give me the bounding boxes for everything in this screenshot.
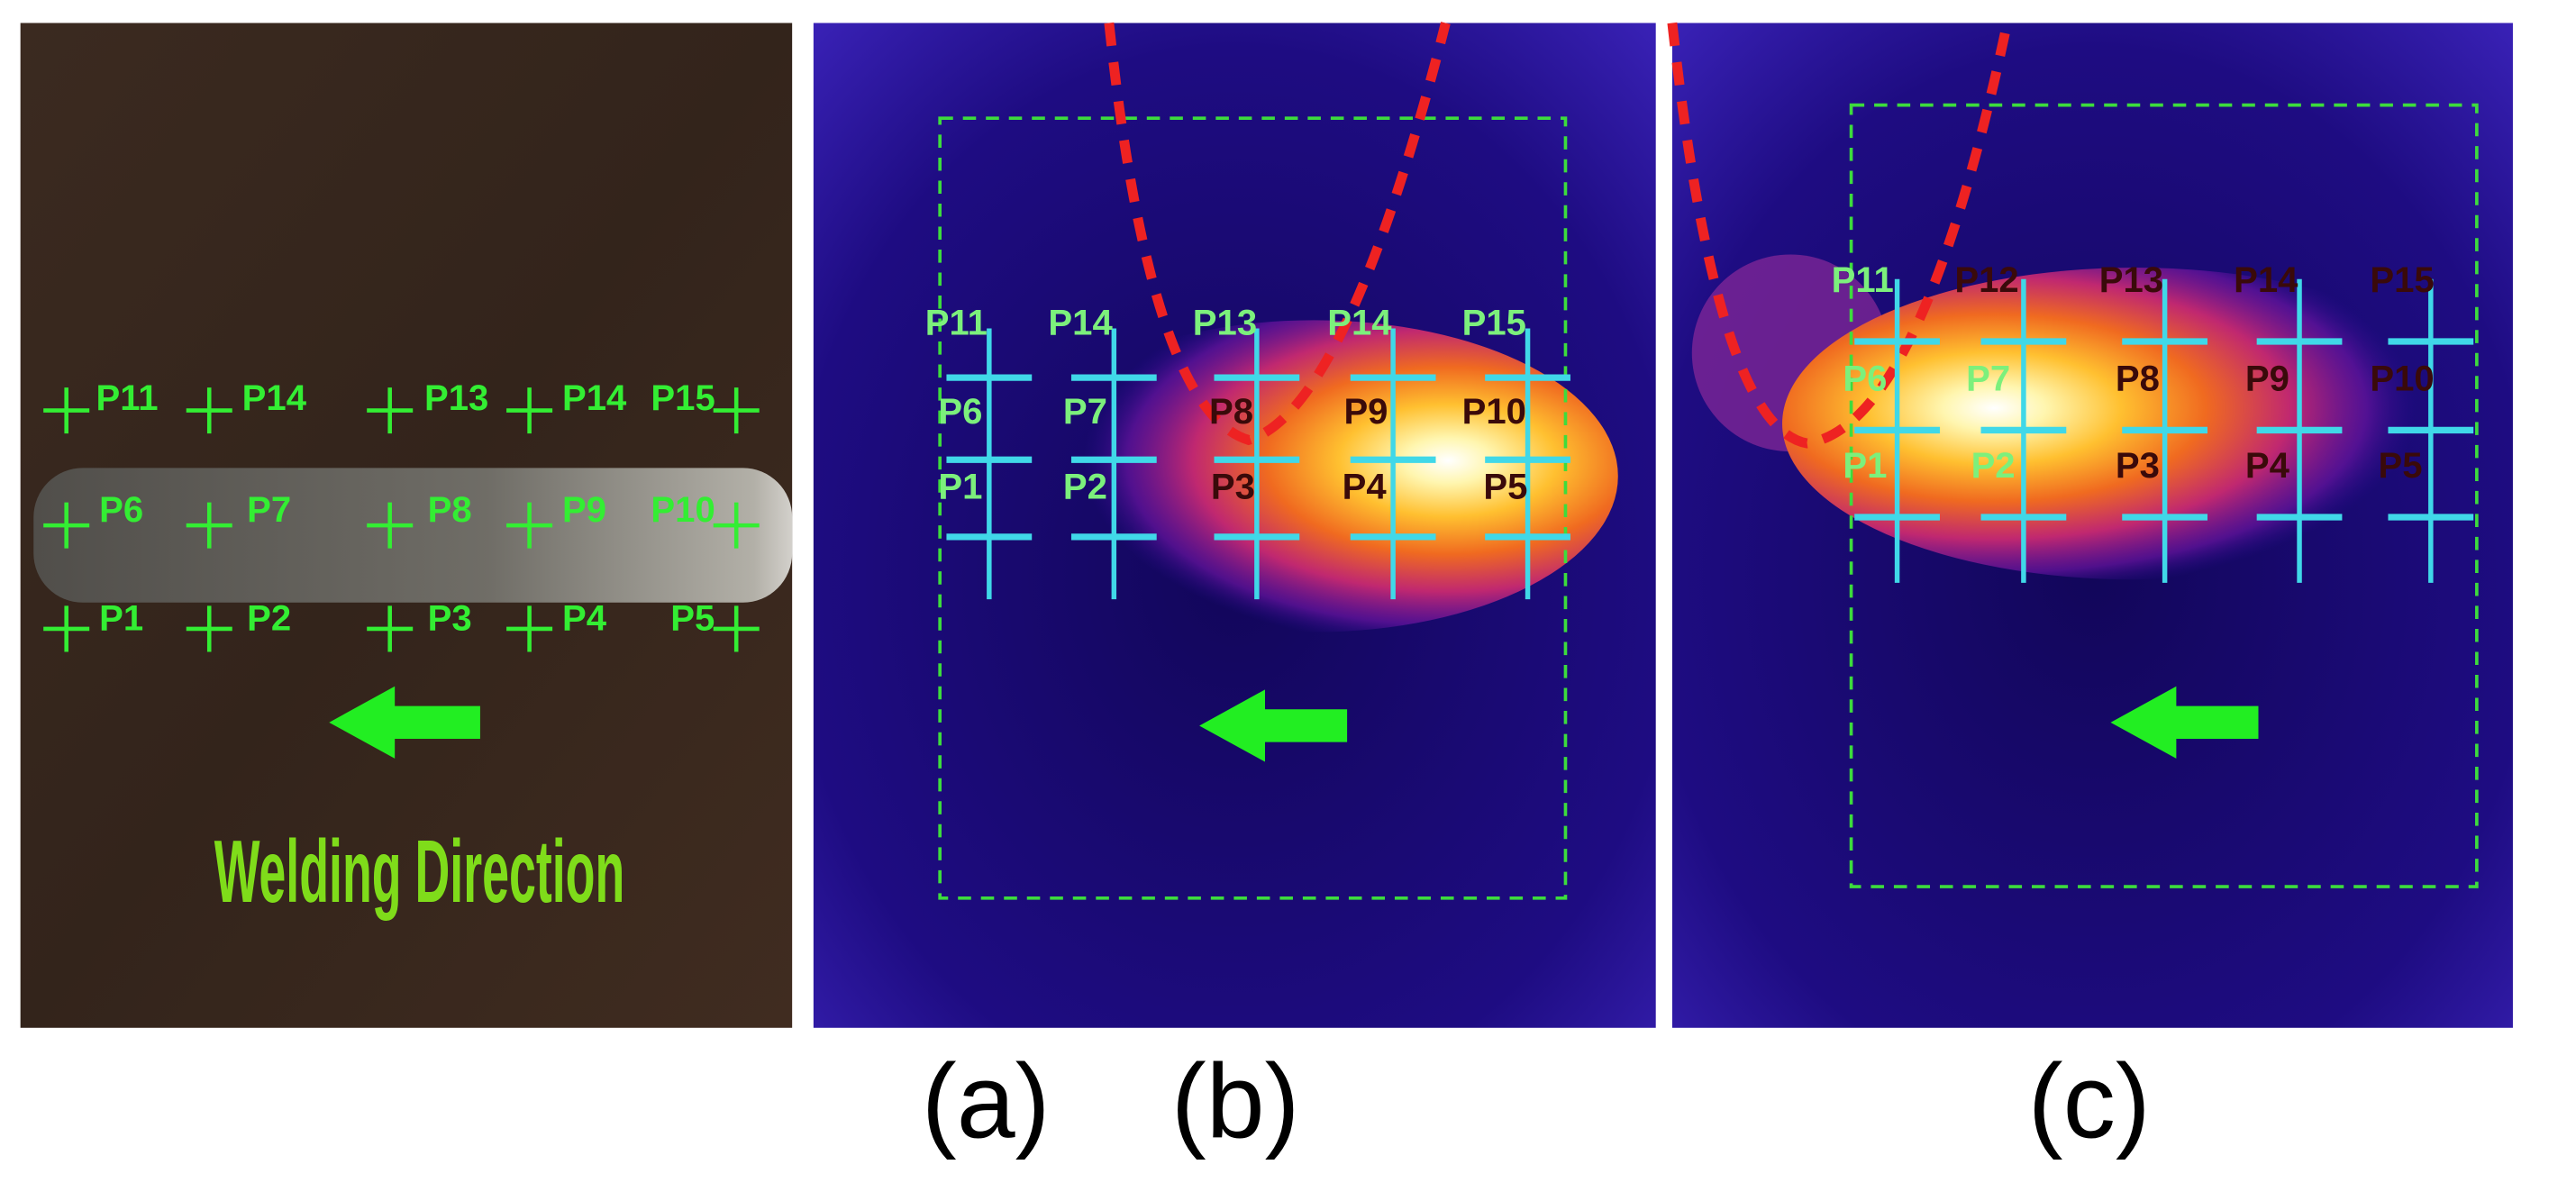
point-label: P12 [1954,260,2018,300]
panel-caption: (a) [922,1042,1051,1160]
point-label: P9 [1343,392,1388,432]
point-label: P15 [651,378,715,418]
point-label: P7 [1966,359,2010,398]
point-label: P14 [242,378,307,418]
point-label: P4 [562,598,607,638]
point-label: P5 [2379,446,2423,486]
point-label: P7 [247,490,291,530]
point-label: P14 [2234,260,2298,300]
point-label: P13 [1193,303,1257,342]
point-label: P6 [1843,359,1887,398]
point-label: P5 [670,598,715,638]
point-label: P3 [2116,446,2160,486]
direction-label: Welding Direction [214,822,625,921]
point-label: P8 [2116,359,2160,398]
point-label: P11 [96,378,159,418]
point-label: P8 [1209,392,1253,432]
direction-arrow [1199,689,1348,762]
roi-box [1849,103,2479,888]
melt-boundary [1667,22,2013,449]
point-label: P14 [1048,303,1113,342]
point-label: P14 [1327,303,1392,342]
point-label: P10 [651,490,715,530]
point-label: P11 [1832,260,1894,300]
point-label: P2 [1063,468,1107,507]
point-label: P15 [2370,260,2434,300]
point-label: P13 [424,378,488,418]
point-label: P11 [925,303,988,342]
point-label: P3 [428,598,472,638]
point-label: P1 [1843,446,1887,486]
direction-arrow [2110,686,2259,759]
point-label: P3 [1211,468,1255,507]
point-label: P2 [247,598,291,638]
melt-boundary [1104,22,1451,446]
hot-zone [1782,268,2489,580]
hot-zone [1010,320,1618,632]
point-label: P9 [562,490,606,530]
point-label: P2 [1971,446,2016,486]
point-label: P4 [2245,446,2290,486]
panel-caption: (b) [1171,1042,1300,1160]
direction-arrow [329,686,480,759]
roi-box [938,116,1568,900]
point-label: P14 [562,378,627,418]
point-label: P1 [938,468,982,507]
point-label: P1 [99,598,143,638]
point-label: P5 [1483,468,1527,507]
point-label: P8 [428,490,472,530]
point-label: P15 [1462,303,1526,342]
weld-bead [33,468,793,603]
point-label: P9 [2245,359,2289,398]
point-label: P6 [938,392,982,432]
point-label: P13 [2099,260,2163,300]
point-label: P4 [1343,468,1388,507]
point-label: P6 [99,490,143,530]
panel-caption: (c) [2028,1042,2151,1160]
point-label: P10 [2370,359,2434,398]
point-label: P10 [1462,392,1526,432]
point-label: P7 [1063,392,1107,432]
